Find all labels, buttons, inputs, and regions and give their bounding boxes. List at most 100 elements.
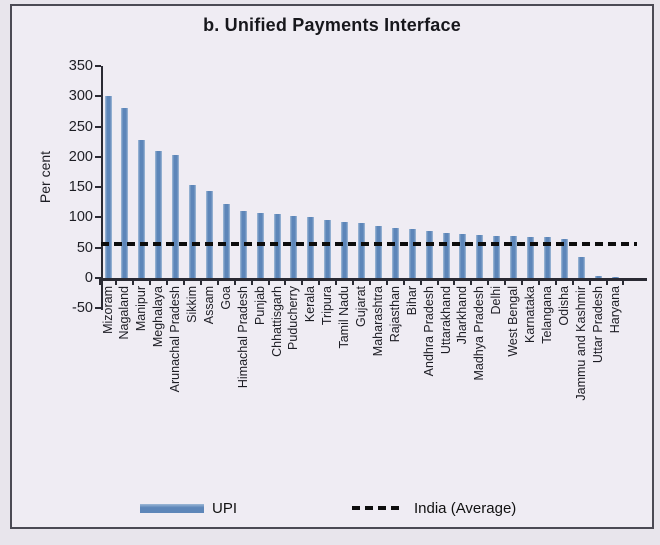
bar [290, 215, 298, 278]
x-tick-mark [352, 280, 355, 285]
bar [374, 225, 382, 278]
y-tick-mark [95, 277, 101, 279]
bar [104, 96, 112, 278]
x-category-label: Karnataka [523, 286, 537, 343]
x-tick-mark [166, 280, 169, 285]
bar [307, 217, 315, 278]
x-category-label: Tripura [320, 286, 335, 326]
x-category-label: Jammu and Kashmir [573, 286, 588, 401]
x-tick-mark [554, 280, 557, 285]
x-tick-mark [588, 280, 591, 285]
y-tick-label: 300 [68, 88, 93, 105]
x-tick-mark [402, 280, 405, 285]
y-tick-label: 200 [68, 148, 93, 165]
x-tick-mark [487, 280, 490, 285]
bar [222, 204, 230, 278]
bar [527, 237, 534, 278]
x-category-label: Goa [218, 286, 233, 310]
x-category-label: Bihar [404, 286, 419, 316]
y-tick-mark [95, 65, 101, 67]
x-category-label: Uttar Pradesh [590, 286, 605, 364]
x-tick-mark [453, 280, 456, 285]
bar [594, 276, 602, 278]
x-tick-mark [521, 280, 524, 285]
x-tick-mark [436, 280, 439, 285]
x-tick-mark [571, 280, 574, 285]
x-category-label: Madhya Pradesh [472, 286, 487, 381]
bar [358, 223, 365, 278]
x-tick-mark [318, 280, 321, 285]
x-category-label: Chhattisgarh [269, 286, 284, 357]
y-tick-mark [95, 155, 101, 158]
bar [324, 219, 332, 278]
bar [611, 276, 619, 278]
chart-title: b. Unified Payments Interface [203, 15, 461, 35]
x-category-label: Puducherry [286, 286, 301, 350]
bar [476, 234, 484, 278]
x-tick-mark [419, 280, 422, 285]
bar [341, 221, 349, 278]
y-tick-label: 50 [76, 239, 93, 256]
y-tick-label: 350 [68, 58, 93, 74]
bar [256, 213, 264, 278]
y-axis-line [101, 66, 103, 310]
y-tick-mark [95, 307, 101, 310]
y-tick-label: -50 [72, 300, 93, 317]
x-tick-mark [233, 280, 236, 285]
x-category-label: Assam [201, 286, 216, 325]
y-tick-mark [95, 95, 101, 98]
x-category-label: Meghalaya [151, 286, 166, 348]
x-tick-mark [250, 280, 253, 285]
legend-average-label: India (Average) [414, 500, 517, 517]
x-tick-mark [335, 280, 338, 285]
x-category-label: Telangana [539, 286, 554, 344]
x-tick-mark [267, 280, 270, 285]
average-dashed-swatch [352, 506, 404, 510]
x-category-label: Manipur [134, 286, 149, 332]
x-tick-mark [183, 280, 186, 285]
x-tick-mark [98, 280, 101, 285]
x-category-label: Rajasthan [387, 286, 402, 343]
bar [577, 257, 585, 278]
x-tick-mark [132, 280, 135, 285]
x-category-label: Tamil Nadu [337, 286, 352, 349]
x-category-label: Nagaland [117, 286, 132, 340]
y-tick-mark [95, 186, 101, 189]
x-category-label: Kerala [303, 286, 318, 323]
bar [510, 236, 518, 278]
bar [459, 233, 467, 278]
x-tick-mark [149, 280, 152, 285]
y-tick-label: 0 [84, 270, 93, 286]
bar [138, 139, 146, 278]
x-category-label: Jharkhand [455, 286, 470, 345]
x-tick-mark [115, 280, 118, 285]
x-tick-mark [199, 280, 202, 285]
x-tick-mark [622, 280, 625, 285]
x-category-label: Odisha [556, 286, 571, 326]
bar [408, 228, 416, 278]
x-category-label: Punjab [252, 286, 267, 325]
bar [391, 227, 399, 278]
x-category-label: Andhra Pradesh [421, 286, 436, 377]
x-category-label: Sikkim [185, 286, 199, 323]
chart-panel: b. Unified Payments Interface Per cent 3… [10, 4, 654, 529]
x-category-label: Himachal Pradesh [235, 286, 250, 389]
x-category-label: Mizoram [100, 286, 115, 334]
bar [155, 150, 163, 278]
y-tick-label: 100 [68, 209, 93, 226]
x-axis-line [99, 278, 647, 281]
bar [543, 236, 551, 278]
x-tick-mark [470, 280, 473, 285]
bar [189, 185, 196, 278]
x-category-label: Maharashtra [370, 286, 385, 357]
x-category-label: West Bengal [506, 286, 521, 357]
y-tick-mark [95, 246, 101, 249]
x-tick-mark [301, 280, 304, 285]
x-tick-mark [216, 280, 219, 285]
x-category-label: Gujarat [354, 286, 368, 327]
x-category-label: Uttarakhand [438, 286, 453, 355]
india-average-line [101, 242, 637, 246]
x-tick-mark [368, 280, 371, 285]
bar [442, 232, 450, 278]
